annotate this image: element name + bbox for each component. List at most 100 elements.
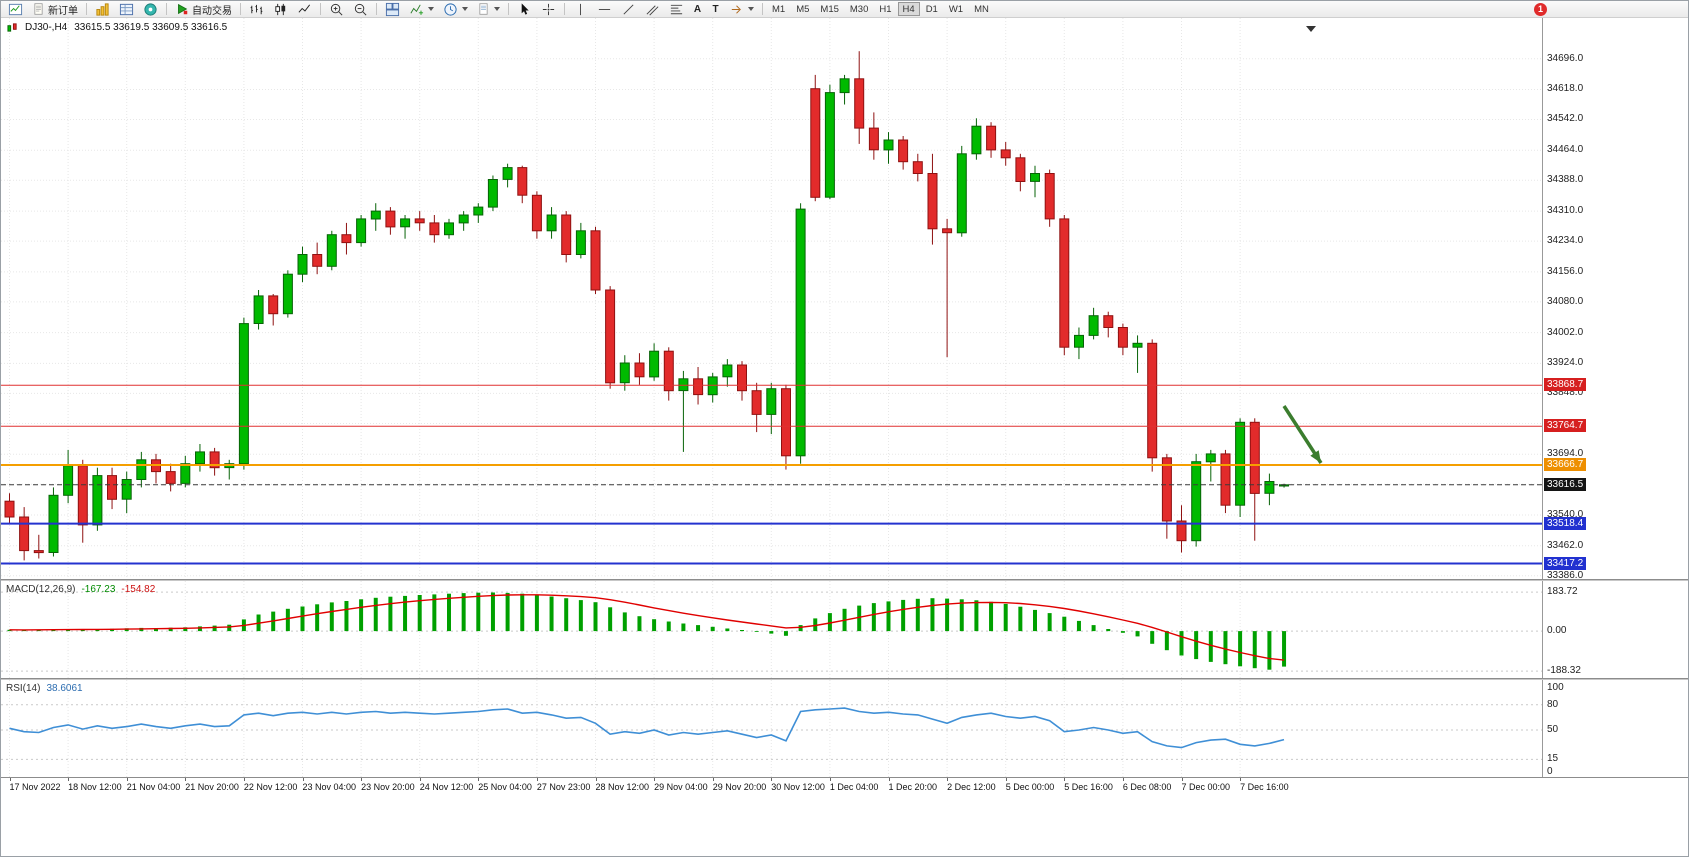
time-axis-tick [1005, 778, 1007, 781]
time-axis-tick [1064, 778, 1066, 781]
new-order-button[interactable]: 新订单 [28, 2, 82, 17]
text-tool-icon: A [693, 3, 702, 15]
macd-axis-label: 0.00 [1547, 625, 1567, 637]
navigator-button[interactable] [139, 2, 162, 17]
new-order-icon [34, 3, 43, 15]
profiles-button[interactable] [91, 2, 114, 17]
rsi-axis-label: 0 [1547, 765, 1553, 777]
toolbar-separator [564, 3, 565, 15]
auto-trading-button[interactable]: 自动交易 [171, 2, 236, 17]
time-axis-tick [595, 778, 597, 781]
timeframe-button-m30[interactable]: M30 [849, 3, 869, 15]
price-chart-canvas[interactable] [1, 18, 1542, 579]
notification-badge[interactable]: 1 [1534, 2, 1547, 16]
time-axis-label: 7 Dec 00:00 [1181, 782, 1231, 792]
vertical-line-tool-button[interactable] [569, 2, 592, 17]
channel-tool-button[interactable] [641, 2, 664, 17]
time-axis-tick [185, 778, 187, 781]
panel-splitter[interactable] [1, 579, 1688, 581]
rsi-line [9, 707, 1285, 749]
price-axis-label: 33694.0 [1547, 448, 1584, 460]
macd-axis-label: -188.32 [1547, 665, 1581, 677]
time-axis-tick [1240, 778, 1242, 781]
panel-splitter[interactable] [1, 678, 1688, 680]
time-axis-tick [829, 778, 831, 781]
chart-window-button[interactable] [4, 2, 27, 17]
time-axis-tick [712, 778, 714, 781]
chart-window-icon [8, 3, 23, 15]
time-axis-label: 5 Dec 00:00 [1005, 782, 1055, 792]
arrows-caret-icon[interactable] [748, 7, 754, 11]
bar-chart-button[interactable] [245, 2, 268, 17]
time-axis-label: 29 Nov 04:00 [654, 782, 708, 792]
rsi-canvas[interactable] [1, 680, 1542, 777]
price-line-badge: 33666.7 [1544, 458, 1587, 472]
time-axis-tick [1181, 778, 1183, 781]
price-axis-label: 34156.0 [1547, 265, 1584, 277]
horizontal-line-tool-button[interactable] [593, 2, 616, 17]
timeframe-button-h1[interactable]: H1 [879, 3, 892, 15]
chart-symbol-icon [7, 23, 17, 32]
trendline-tool-button[interactable] [617, 2, 640, 17]
price-axis-label: 34234.0 [1547, 235, 1584, 247]
cursor-button[interactable] [513, 2, 536, 17]
timeframe-button-h4[interactable]: H4 [897, 2, 920, 16]
timeframe-button-m5[interactable]: M5 [796, 3, 810, 15]
fibonacci-tool-button[interactable] [665, 2, 688, 17]
new-order-label: 新订单 [48, 5, 78, 17]
zoom-in-button[interactable] [325, 2, 348, 17]
macd-axis[interactable]: 183.72 0.00 -188.32 [1542, 581, 1688, 678]
indicators-caret-icon[interactable] [428, 7, 434, 11]
price-axis-label: 34002.0 [1547, 326, 1584, 338]
timeframe-button-w1[interactable]: W1 [948, 3, 964, 15]
periods-button[interactable] [439, 2, 472, 17]
label-tool-button[interactable]: T [707, 2, 724, 17]
arrows-tool-button[interactable] [725, 2, 758, 17]
macd-signal-value: -154.82 [121, 584, 156, 595]
rsi-indicator-name: RSI(14) [6, 683, 41, 694]
time-axis-tick [126, 778, 128, 781]
fibonacci-icon [670, 4, 683, 14]
rsi-axis[interactable]: 100 80 50 15 0 [1542, 680, 1688, 777]
templates-caret-icon[interactable] [494, 7, 500, 11]
text-tool-button[interactable]: A [689, 2, 706, 17]
chart-shift-marker [1306, 26, 1316, 32]
time-axis-tick [302, 778, 304, 781]
indicators-button[interactable] [405, 2, 438, 17]
grid-lines [1, 18, 1542, 579]
time-axis-label: 21 Nov 04:00 [126, 782, 181, 792]
price-line-badge: 33417.2 [1544, 556, 1587, 570]
auto-trading-icon [178, 3, 188, 15]
vertical-line-icon [580, 3, 581, 15]
price-chart-panel: DJ30-,H4 33615.5 33619.5 33609.5 33616.5… [1, 18, 1688, 581]
rsi-axis-label: 50 [1547, 723, 1559, 735]
time-axis-tick [654, 778, 656, 781]
time-axis-label: 24 Nov 12:00 [419, 782, 474, 792]
time-axis-label: 18 Nov 12:00 [68, 782, 122, 792]
timeframe-button-m15[interactable]: M15 [820, 3, 839, 15]
periods-caret-icon[interactable] [462, 7, 468, 11]
timeframe-button-d1[interactable]: D1 [925, 3, 938, 15]
time-axis-label: 23 Nov 04:00 [302, 782, 357, 792]
price-axis[interactable]: 34696.0 34618.0 34542.0 34464.0 34388.0 34310… [1542, 18, 1688, 581]
bar-chart-icon [250, 4, 263, 14]
price-axis-label: 34388.0 [1547, 174, 1584, 186]
macd-canvas[interactable] [1, 581, 1542, 678]
macd-main-value: -167.23 [81, 584, 116, 595]
crosshair-icon [542, 3, 555, 15]
timeframe-button-mn[interactable]: MN [974, 3, 989, 15]
price-axis-label: 34464.0 [1547, 144, 1584, 156]
tile-windows-button[interactable] [381, 2, 404, 17]
time-axis[interactable]: 17 Nov 2022 18 Nov 12:00 21 Nov 04:00 21 No… [1, 777, 1688, 793]
crosshair-button[interactable] [537, 2, 560, 17]
candlestick-chart-button[interactable] [269, 2, 292, 17]
time-axis-label: 22 Nov 12:00 [243, 782, 298, 792]
market-watch-button[interactable] [115, 2, 138, 17]
timeframe-button-m1[interactable]: M1 [772, 3, 786, 15]
zoom-out-button[interactable] [349, 2, 372, 17]
channel-icon [646, 4, 659, 15]
chart-header: DJ30-,H4 33615.5 33619.5 33609.5 33616.5 [7, 22, 227, 33]
templates-button[interactable] [473, 2, 504, 17]
line-chart-button[interactable] [293, 2, 316, 17]
time-axis-tick [361, 778, 363, 781]
